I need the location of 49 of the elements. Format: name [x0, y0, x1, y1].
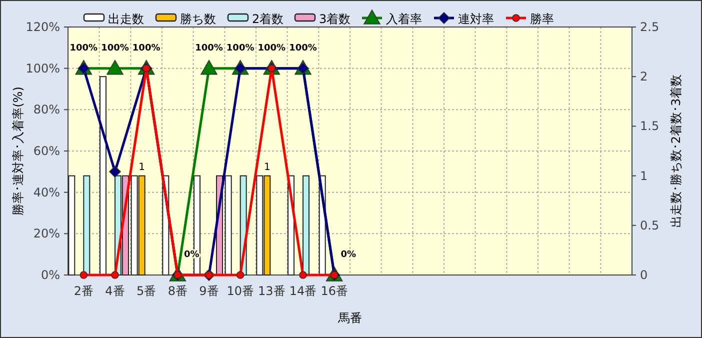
data-label: 100% [132, 43, 160, 54]
x-tick-label: 16番 [320, 284, 348, 298]
data-label: 100% [70, 43, 98, 54]
y2-tick-label: 2 [640, 70, 648, 84]
x-tick-label: 8番 [168, 284, 188, 298]
point [236, 271, 244, 279]
y2-tick-label: 2.5 [640, 20, 660, 34]
y-tick-label: 80% [33, 102, 60, 117]
y2-tick-label: 1 [640, 168, 648, 183]
y2-tick-label: 0 [640, 268, 648, 282]
x-tick-label: 9番 [199, 284, 219, 298]
legend-label: 出走数 [108, 12, 144, 26]
data-label: 1 [264, 162, 270, 173]
legend-label: 3着数 [319, 12, 351, 26]
y-tick-label: 0% [40, 268, 60, 282]
y-tick-label: 20% [33, 226, 60, 241]
x-tick-label: 14番 [289, 284, 317, 298]
x-axis-title: 馬番 [337, 311, 362, 325]
y-tick-label: 100% [26, 61, 60, 76]
x-tick-label: 2番 [74, 284, 94, 298]
x-tick-label: 10番 [226, 284, 254, 298]
data-label: 100% [258, 43, 286, 54]
point [80, 271, 88, 279]
y-tick-label: 60% [33, 144, 60, 158]
y-tick-label: 120% [26, 20, 60, 34]
data-label: 0% [340, 250, 356, 260]
legend-label: 連対率 [458, 12, 494, 26]
legend-label: 勝ち数 [180, 12, 216, 26]
data-label: 100% [195, 43, 223, 54]
point [299, 271, 307, 279]
y-axis-title: 勝率･連対率･入着率(%) [11, 86, 25, 216]
legend-label: 勝率 [530, 12, 554, 26]
x-tick-label: 5番 [136, 284, 156, 298]
x-tick-label: 13番 [258, 284, 286, 298]
data-label: 1 [138, 162, 146, 173]
y2-axis-title: 出走数･勝ち数･2着数･3着数 [669, 74, 683, 228]
point [106, 60, 124, 75]
data-label: 100% [289, 43, 317, 54]
legend-label: 入着率 [386, 12, 422, 26]
point [109, 166, 121, 178]
legend-label: 2着数 [252, 12, 284, 26]
y2-tick-label: 1.5 [640, 119, 660, 134]
x-tick-label: 4番 [105, 284, 125, 298]
data-label: 100% [226, 43, 254, 54]
y2-tick-label: 0.5 [640, 218, 660, 232]
y-tick-label: 40% [33, 185, 60, 200]
point [200, 60, 218, 75]
point [111, 271, 119, 279]
data-label: 100% [101, 43, 129, 54]
